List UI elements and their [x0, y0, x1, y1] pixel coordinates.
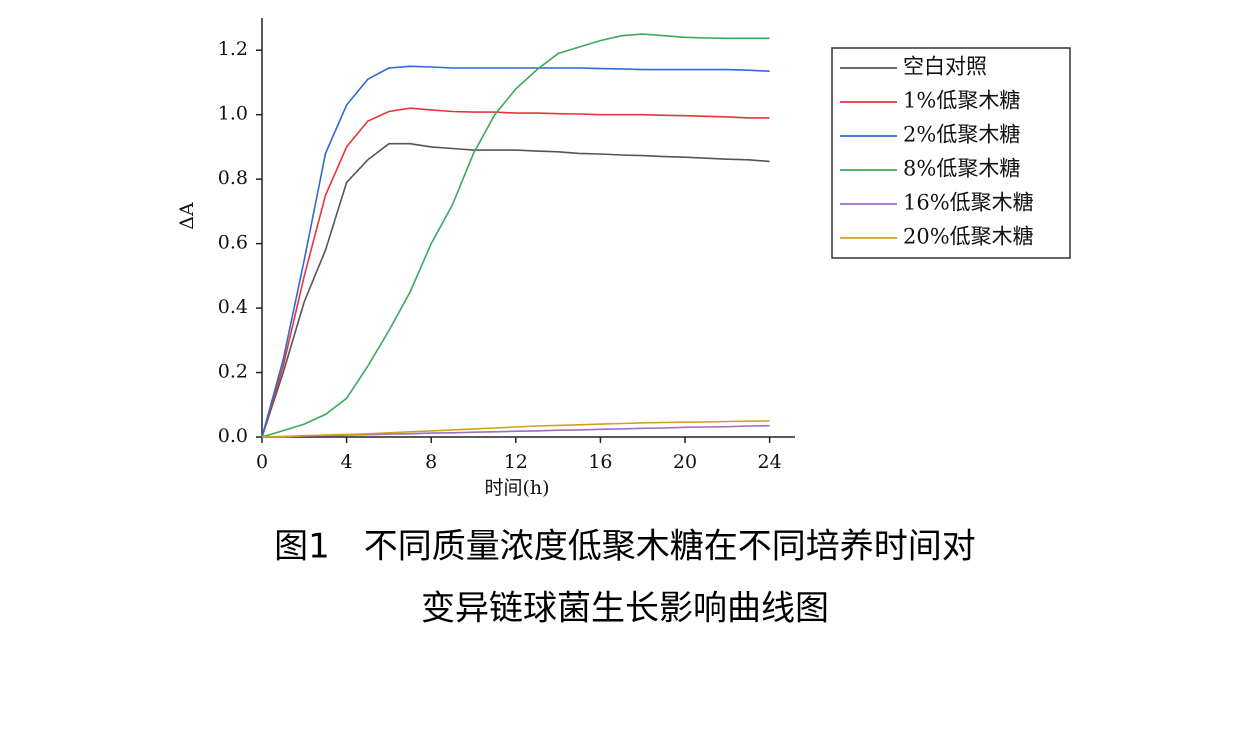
series-line	[261, 107, 770, 438]
y-tick-label: 1.2	[218, 38, 248, 60]
y-tick-label: 0.0	[218, 425, 248, 447]
x-axis-label: 时间(h)	[484, 477, 549, 499]
caption: 图1 不同质量浓度低聚木糖在不同培养时间对	[274, 527, 976, 567]
x-tick-label: 20	[673, 451, 697, 473]
x-tick-label: 0	[256, 451, 268, 473]
legend-box	[831, 47, 1071, 259]
y-tick-label: 0.8	[218, 167, 248, 189]
x-tick-label: 24	[758, 451, 782, 473]
legend-label: 1%低聚木糖	[903, 89, 1020, 113]
series-line	[261, 33, 770, 438]
series-line	[261, 420, 770, 438]
legend-label: 8%低聚木糖	[903, 157, 1020, 181]
legend-label: 20%低聚木糖	[903, 225, 1034, 249]
x-tick-label: 4	[341, 451, 353, 473]
caption: 变异链球菌生长影响曲线图	[421, 589, 829, 629]
y-tick-label: 0.6	[218, 232, 248, 254]
series-line	[261, 65, 770, 438]
x-tick-label: 12	[504, 451, 528, 473]
legend-label: 2%低聚木糖	[903, 123, 1020, 147]
y-tick-label: 1.0	[218, 103, 248, 125]
legend-label: 16%低聚木糖	[903, 191, 1034, 215]
x-tick-label: 8	[425, 451, 437, 473]
y-tick-label: 0.4	[218, 296, 248, 318]
x-tick-label: 16	[588, 451, 612, 473]
legend-label: 空白对照	[903, 55, 987, 79]
y-axis-label: ΔA	[176, 202, 198, 230]
y-tick-label: 0.2	[218, 361, 248, 383]
series-line	[261, 142, 770, 438]
